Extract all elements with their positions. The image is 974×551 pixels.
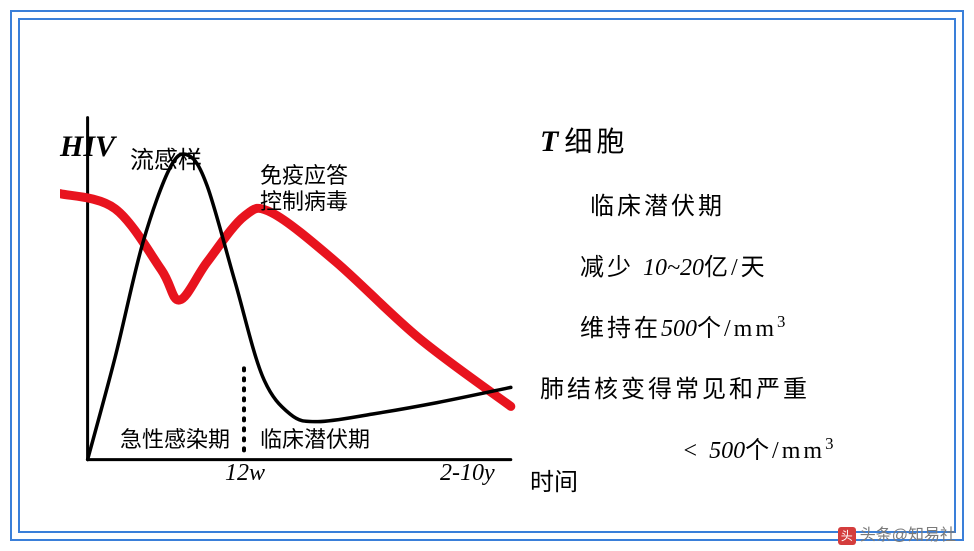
right-line-2: 维持在500个/mm3 [540, 308, 940, 343]
label-latent: 临床潜伏期 [260, 422, 370, 454]
x-tick-12w: 12w [225, 460, 265, 487]
watermark: 头头条@知易社 [838, 521, 956, 545]
watermark-logo: 头 [838, 527, 856, 545]
heading-cn: 细胞 [564, 127, 628, 158]
right-heading: T细胞 [540, 120, 940, 160]
chart-area: 流感样 免疫应答 控制病毒 急性感染期 临床潜伏期 12w 2-10y [60, 110, 520, 490]
label-immune-2: 控制病毒 [260, 184, 348, 216]
watermark-prefix: 头条 [860, 527, 892, 544]
label-flu-like: 流感样 [130, 140, 202, 175]
right-line-4: < 500个/mm3 [540, 430, 940, 465]
right-line-0: 临床潜伏期 [540, 186, 940, 221]
right-line-1: 减少 10~20亿/天 [540, 247, 940, 282]
right-line-3: 肺结核变得常见和严重 [540, 369, 940, 404]
right-panel: T细胞 临床潜伏期减少 10~20亿/天维持在500个/mm3 肺结核变得常见和严… [540, 120, 940, 465]
watermark-handle: @知易社 [892, 527, 956, 544]
label-acute: 急性感染期 [120, 422, 230, 454]
x-axis-label: 时间 [530, 462, 578, 497]
heading-latin: T [540, 125, 558, 158]
x-tick-2-10y: 2-10y [440, 460, 495, 487]
